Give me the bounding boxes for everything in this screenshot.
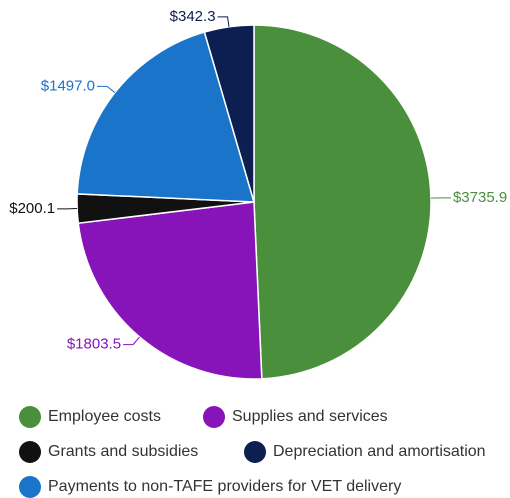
legend-swatch — [19, 476, 41, 498]
pie-slice — [76, 31, 256, 203]
legend-swatch — [244, 441, 266, 463]
legend-swatch — [19, 441, 41, 463]
legend-label: Payments to non-TAFE providers for VET d… — [48, 478, 401, 495]
leader-line — [123, 336, 140, 346]
pie-slice — [253, 24, 432, 380]
value-label: $1497.0 — [41, 77, 95, 94]
legend-label: Grants and subsidies — [48, 443, 198, 460]
legend-label: Employee costs — [48, 408, 161, 425]
legend-swatch — [203, 406, 225, 428]
value-label: $1803.5 — [67, 336, 121, 353]
pie-slice — [203, 24, 255, 203]
leader-line — [217, 16, 230, 27]
legend-label: Depreciation and amortisation — [273, 443, 486, 460]
legend-swatch — [19, 406, 41, 428]
value-label: $342.3 — [170, 8, 216, 25]
leader-line — [97, 85, 116, 93]
value-label: $3735.9 — [453, 189, 507, 206]
value-label: $200.1 — [9, 200, 55, 217]
legend-label: Supplies and services — [232, 408, 388, 425]
